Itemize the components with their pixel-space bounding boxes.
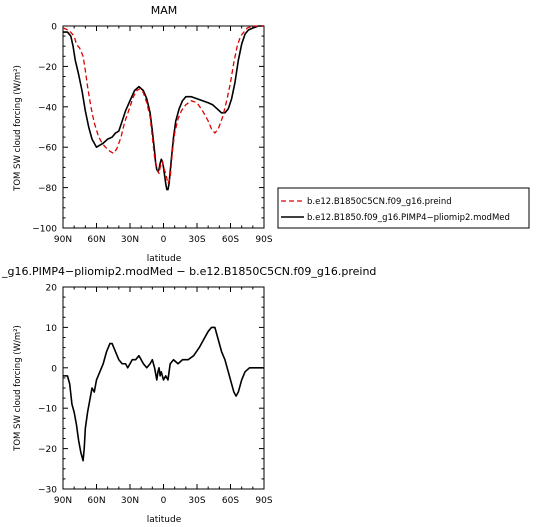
y-tick-label: 20 bbox=[46, 284, 58, 294]
top-panel: MAM 90N 60N 30N 0 30S 60S 90S 0 −20 −40 −60 −80 −100… bbox=[13, 4, 273, 264]
y-tick-label: −10 bbox=[38, 405, 57, 415]
bottom-panel-ylabel: TOM SW cloud forcing (W/m²) bbox=[13, 325, 23, 452]
y-tick-label: −20 bbox=[38, 445, 57, 455]
legend-label-modmed: b.e12.B1850.f09_g16.PIMP4−pliomip2.modMe… bbox=[307, 213, 510, 223]
plot-frame bbox=[62, 25, 265, 229]
x-tick-label: 90N bbox=[54, 235, 72, 245]
top-panel-title: MAM bbox=[151, 4, 178, 17]
y-tick-label: 10 bbox=[46, 324, 58, 334]
plot-frame bbox=[62, 286, 265, 490]
legend-box bbox=[277, 187, 530, 229]
x-tick-label: 60N bbox=[87, 496, 105, 506]
x-tick-label: 90S bbox=[255, 235, 272, 245]
x-tick-label: 0 bbox=[161, 496, 167, 506]
top-panel-xlabel: latitude bbox=[147, 254, 182, 264]
top-panel-ylabel: TOM SW cloud forcing (W/m²) bbox=[13, 65, 23, 192]
x-tick-label: 0 bbox=[161, 235, 167, 245]
y-tick-label: −100 bbox=[32, 225, 57, 235]
x-tick-label: 90N bbox=[54, 496, 72, 506]
y-tick-label: −80 bbox=[38, 184, 57, 194]
x-tick-label: 60S bbox=[222, 496, 239, 506]
bottom-panel-title: _g16.PIMP4−pliomip2.modMed − b.e12.B1850… bbox=[1, 265, 376, 278]
y-tick-label: 0 bbox=[51, 364, 57, 374]
x-tick-label: 60N bbox=[87, 235, 105, 245]
bottom-panel-xlabel: latitude bbox=[147, 515, 182, 525]
x-tick-label: 90S bbox=[255, 496, 272, 506]
x-tick-label: 30S bbox=[188, 496, 205, 506]
x-tick-label: 60S bbox=[222, 235, 239, 245]
y-tick-label: −40 bbox=[38, 103, 57, 113]
x-tick-label: 30S bbox=[188, 235, 205, 245]
legend: b.e12.B1850C5CN.f09_g16.preind b.e12.B18… bbox=[277, 187, 530, 229]
y-tick-label: −30 bbox=[38, 486, 57, 496]
series-line bbox=[63, 326, 264, 462]
y-tick-label: 0 bbox=[51, 23, 57, 33]
y-tick-label: −20 bbox=[38, 63, 57, 73]
series-line bbox=[62, 25, 264, 185]
legend-label-preind: b.e12.B1850C5CN.f09_g16.preind bbox=[307, 197, 452, 207]
y-tick-label: −60 bbox=[38, 144, 57, 154]
bottom-panel: _g16.PIMP4−pliomip2.modMed − b.e12.B1850… bbox=[1, 265, 376, 525]
x-tick-label: 30N bbox=[121, 235, 139, 245]
x-tick-label: 30N bbox=[121, 496, 139, 506]
